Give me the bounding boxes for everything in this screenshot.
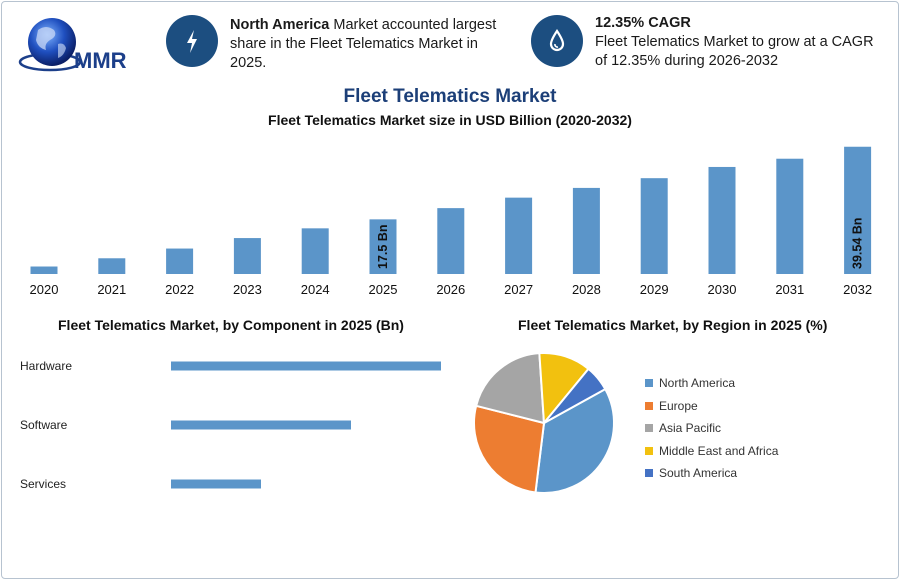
x-tick-label: 2027 (504, 282, 533, 297)
legend-label: Asia Pacific (659, 421, 722, 436)
component-label: Software (20, 418, 68, 432)
legend-swatch (645, 401, 653, 410)
legend-label: South America (659, 466, 738, 481)
x-tick-label: 2031 (775, 282, 804, 297)
legend-label: Europe (659, 398, 698, 413)
x-tick-label: 2023 (233, 282, 262, 297)
lightning-icon (166, 15, 218, 67)
legend-item: Asia Pacific (645, 417, 778, 440)
info-cagr: 12.35% CAGR Fleet Telematics Market to g… (595, 14, 885, 71)
pie-slice-north-america (534, 387, 615, 494)
bar-2026 (437, 208, 465, 274)
x-tick-label: 2032 (843, 282, 872, 297)
legend-swatch (645, 379, 653, 388)
logo-text: MMR (74, 48, 127, 73)
bar-2025 (369, 219, 397, 274)
bar-2021 (98, 258, 126, 274)
x-tick-label: 2022 (165, 282, 194, 297)
info-left-text: Market accounted largest share in the Fl… (230, 17, 497, 71)
legend-item: Europe (645, 395, 778, 418)
bar-2029 (640, 178, 668, 274)
bar-2028 (572, 187, 600, 274)
legend-label: Middle East and Africa (659, 443, 779, 458)
bar-2030 (708, 166, 736, 274)
legend-swatch (645, 424, 653, 433)
region-legend: North America Europe Asia Pacific Middle Ea… (645, 372, 778, 485)
bar-2020 (30, 266, 58, 274)
legend-item: South America (645, 462, 778, 485)
pie-slice-europe (473, 404, 546, 494)
main-subtitle: Fleet Telematics Market size in USD Bill… (268, 112, 632, 128)
x-tick-label: 2026 (436, 282, 465, 297)
component-bar-hardware (171, 361, 441, 371)
market-size-bar-chart: 2020 2021 2022 2023 2024 2025 17.5 Bn 2026 2027 2… (30, 146, 872, 297)
component-bar-software (171, 420, 351, 430)
bar-2022 (166, 248, 194, 274)
x-tick-label: 2030 (708, 282, 737, 297)
component-label: Services (20, 477, 66, 491)
legend-item: North America (645, 372, 778, 395)
x-tick-label: 2029 (640, 282, 669, 297)
info-highlight: North America (230, 17, 330, 33)
bar-2024 (301, 228, 329, 274)
info-north-america: North America Market accounted largest s… (230, 16, 515, 73)
pie-slice-asia-pacific (474, 352, 546, 425)
region-pie-chart (473, 352, 615, 494)
component-label: Hardware (20, 359, 72, 373)
legend-swatch (645, 446, 653, 455)
main-title: Fleet Telematics Market (343, 86, 557, 107)
x-tick-label: 2028 (572, 282, 601, 297)
bar-2027 (505, 197, 533, 274)
legend-item: Middle East and Africa (645, 440, 778, 463)
mmr-logo: MMR (18, 14, 138, 76)
x-tick-label: 2024 (301, 282, 330, 297)
component-chart-title: Fleet Telematics Market, by Component in… (58, 317, 404, 333)
bar-2031 (776, 158, 804, 274)
bar-data-label: 17.5 Bn (376, 225, 390, 269)
pie-slice-south-america (543, 367, 607, 424)
x-tick-label: 2021 (97, 282, 126, 297)
bar-2023 (233, 238, 261, 274)
bar-data-label: 39.54 Bn (851, 218, 865, 269)
region-chart-title: Fleet Telematics Market, by Region in 20… (518, 317, 828, 333)
bar-2032 (844, 146, 872, 274)
cagr-title: 12.35% CAGR (595, 15, 691, 31)
cagr-text: Fleet Telematics Market to grow at a CAG… (595, 34, 874, 69)
droplet-icon (531, 15, 583, 67)
legend-label: North America (659, 376, 736, 391)
component-bar-chart: Hardware Software Services (20, 359, 441, 491)
legend-swatch (645, 469, 653, 478)
x-tick-label: 2020 (30, 282, 59, 297)
x-tick-label: 2025 (369, 282, 398, 297)
component-bar-services (171, 479, 261, 489)
